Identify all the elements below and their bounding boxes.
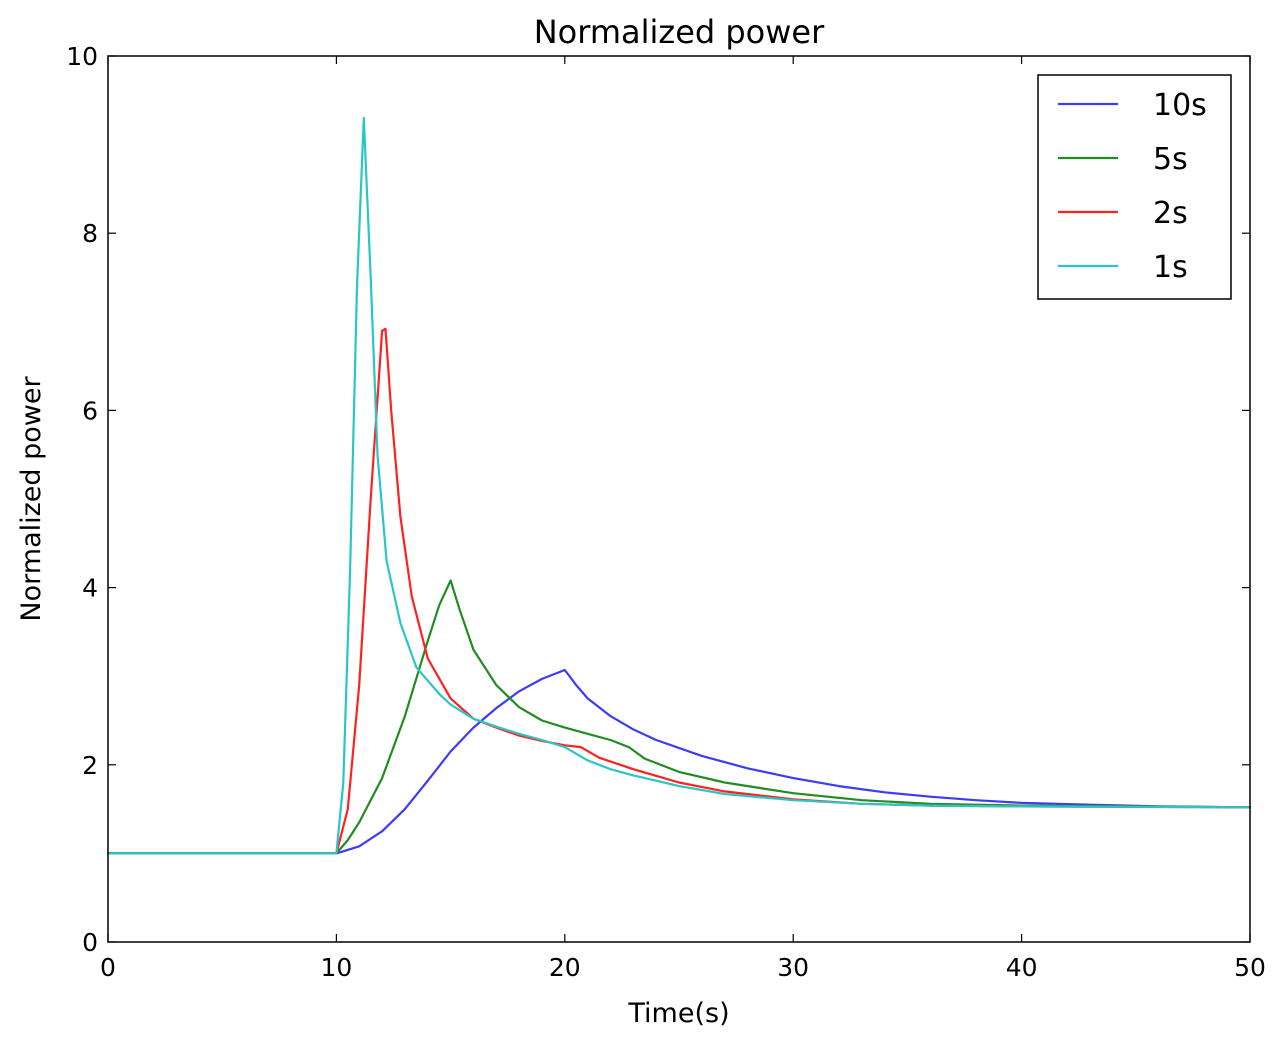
legend: 10s 5s 2s 1s <box>1037 74 1232 300</box>
y-tick-label: 0 <box>82 928 98 957</box>
legend-label: 5s <box>1153 142 1188 177</box>
series-line-2s <box>106 327 1252 855</box>
legend-label: 2s <box>1153 196 1188 231</box>
y-tick-label: 6 <box>82 396 98 425</box>
x-tick-label: 20 <box>549 953 581 982</box>
y-tick-label: 2 <box>82 751 98 780</box>
legend-box <box>1037 74 1232 300</box>
x-tick-label: 10 <box>320 953 352 982</box>
y-tick-label: 10 <box>66 42 98 71</box>
x-tick-label: 40 <box>1006 953 1038 982</box>
x-axis-label: Time(s) <box>627 998 729 1029</box>
x-tick-label: 0 <box>100 953 116 982</box>
plot-frame <box>107 55 1251 943</box>
plot-area <box>106 116 1252 855</box>
y-tick-label: 4 <box>82 574 98 603</box>
series-line-10s <box>106 668 1252 855</box>
x-tick-label: 30 <box>777 953 809 982</box>
legend-label: 10s <box>1153 88 1207 123</box>
y-axis-label: Normalized power <box>16 376 47 622</box>
chart-title: Normalized power <box>534 13 825 51</box>
x-tick-label: 50 <box>1234 953 1266 982</box>
legend-label: 1s <box>1153 250 1188 285</box>
y-tick-label: 8 <box>82 219 98 248</box>
series-line-5s <box>106 579 1252 855</box>
series-line-1s <box>106 116 1252 855</box>
axis-ticks: 0 10 20 30 40 50 0 2 4 6 8 10 <box>66 42 1266 982</box>
